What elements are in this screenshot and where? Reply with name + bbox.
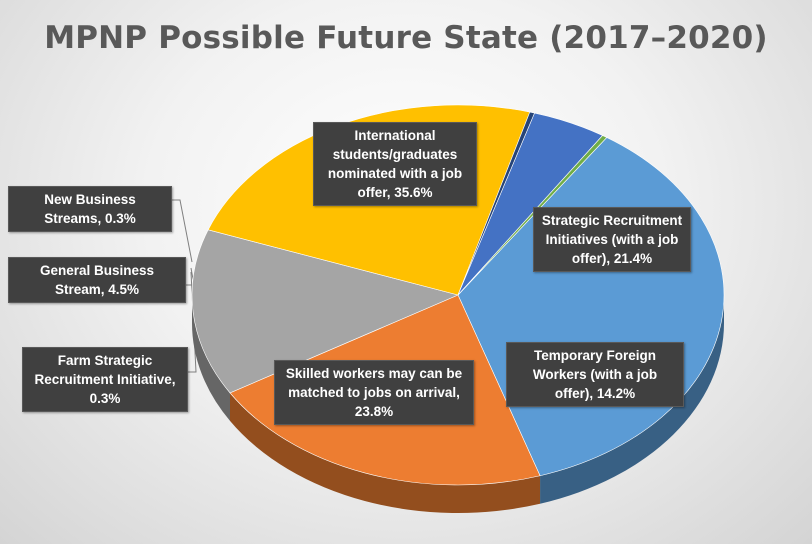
label-farm-strategic: Farm Strategic Recruitment Initiative, 0… — [22, 347, 188, 412]
label-international-students: International students/graduates nominat… — [313, 122, 477, 206]
label-skilled-workers: Skilled workers may can be matched to jo… — [274, 360, 474, 425]
label-temporary-foreign-workers: Temporary Foreign Workers (with a job of… — [506, 342, 684, 407]
slice-1-side — [230, 392, 541, 513]
chart-title: MPNP Possible Future State (2017–2020) — [44, 20, 768, 56]
label-strategic-recruitment: Strategic Recruitment Initiatives (with … — [533, 207, 691, 272]
label-general-business: General Business Stream, 4.5% — [8, 257, 186, 303]
slice-6-top — [457, 135, 608, 296]
slice-2-top — [191, 229, 459, 394]
slice-2-side — [192, 295, 231, 421]
pie-sides — [192, 295, 724, 513]
leader-line-0 — [172, 199, 193, 263]
label-new-business: New Business Streams, 0.3% — [8, 186, 172, 232]
slice-0-side — [540, 295, 724, 504]
